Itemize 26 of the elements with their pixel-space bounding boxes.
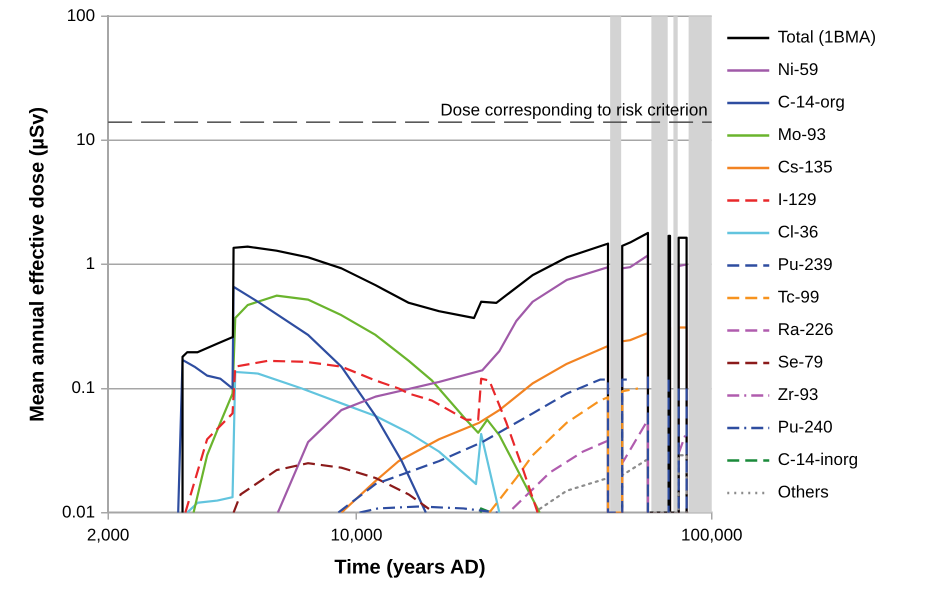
x-tick-label: 10,000	[330, 525, 382, 544]
legend-label: Se-79	[778, 352, 824, 372]
x-tick-label: 100,000	[681, 525, 742, 544]
legend-label: Ni-59	[778, 60, 818, 80]
x-tick-label: 2,000	[86, 525, 130, 544]
legend-label: Tc-99	[778, 288, 820, 307]
legend-label: Total (1BMA)	[778, 28, 876, 47]
legend-label: Cl-36	[778, 222, 818, 242]
y-axis-title: Mean annual effective dose (µSv)	[26, 106, 49, 422]
y-tick-label: 0.1	[71, 378, 96, 398]
legend-label: Others	[778, 482, 829, 502]
legend-label: C-14-inorg	[778, 450, 858, 470]
legend-label: Pu-239	[778, 255, 833, 274]
legend-label: I-129	[778, 190, 816, 210]
y-tick-label: 100	[66, 6, 96, 25]
legend-label: Mo-93	[778, 125, 826, 144]
legend-label: Pu-240	[778, 418, 833, 437]
y-tick-label: 0.01	[62, 502, 96, 522]
legend-label: Zr-93	[778, 385, 818, 404]
ref-line-label: Dose corresponding to risk criterion	[440, 100, 708, 120]
legend-label: Cs-135	[778, 158, 833, 177]
y-tick-label: 1	[86, 254, 96, 274]
y-tick-label: 10	[76, 130, 96, 149]
x-axis-title: Time (years AD)	[334, 556, 486, 579]
legend-label: Ra-226	[778, 320, 834, 340]
legend-label: C-14-org	[778, 92, 845, 112]
